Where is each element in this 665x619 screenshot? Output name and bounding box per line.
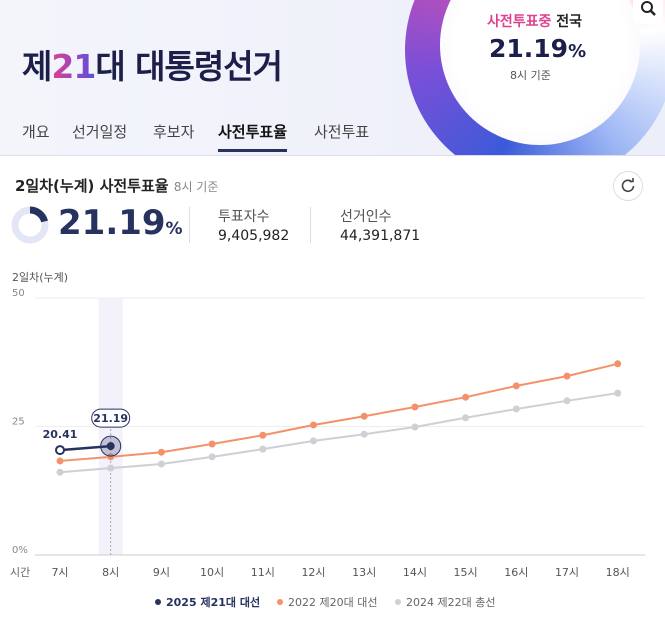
rate-donut — [11, 206, 49, 244]
summary-time: 8시 기준 — [173, 180, 219, 194]
x-tick-label: 16시 — [504, 566, 528, 579]
point — [462, 393, 470, 401]
point — [310, 437, 317, 445]
search-icon — [641, 1, 656, 16]
legend-label: 2025 제21대 대선 — [166, 595, 260, 609]
electors-value: 44,391,871 — [340, 228, 421, 244]
electors-label: 선거인수 — [340, 209, 392, 225]
point — [512, 405, 520, 413]
legend-label: 2024 제22대 총선 — [406, 596, 495, 609]
voters-value: 9,405,982 — [218, 228, 290, 244]
series-line — [59, 392, 618, 474]
rate-time: 8시 기준 — [510, 69, 551, 82]
x-tick-label: 12시 — [301, 566, 325, 579]
legend-label: 2022 제20대 대선 — [288, 596, 377, 609]
point — [208, 453, 216, 461]
chart: 0% 25 50 2일차(누계) 시간 7시 8시 9시 10시 11시 12시 13시 14시 15시 1… — [10, 270, 645, 609]
status-region: 전국 — [556, 14, 583, 30]
rate-value: 21.19 — [489, 34, 569, 63]
series-line — [59, 362, 618, 462]
point — [360, 412, 368, 420]
point — [259, 445, 267, 453]
y-tick-label: 50 — [12, 288, 25, 299]
x-tick-label: 17시 — [555, 566, 579, 579]
value-label-box — [91, 408, 131, 428]
title-part: 대 대통령선거 — [95, 47, 283, 86]
point — [411, 423, 419, 431]
point — [56, 468, 64, 476]
point — [157, 448, 165, 456]
point — [462, 414, 470, 422]
point — [411, 403, 419, 411]
point — [56, 457, 64, 465]
point — [512, 382, 520, 390]
summary-rate: 21.19% — [58, 203, 183, 243]
x-tick-label: 11시 — [251, 566, 275, 579]
divider — [310, 207, 311, 243]
title-part: 제 — [22, 47, 52, 86]
value-label: 20.41 — [43, 428, 78, 441]
x-tick-label: 8시 — [102, 566, 119, 579]
point — [208, 440, 216, 448]
tab[interactable]: 선거일정 — [72, 123, 128, 141]
x-tick-label: 18시 — [606, 566, 630, 579]
x-tick-label: 10시 — [200, 566, 224, 579]
tab[interactable]: 개요 — [22, 123, 50, 141]
divider — [189, 207, 190, 243]
value-label: 21.19 — [93, 412, 128, 425]
election-title: 제21대 대통령선거 — [22, 40, 283, 88]
legend-dot — [395, 599, 401, 605]
y-axis-label: 2일차(누계) — [12, 270, 68, 284]
summary-rate-value: 21.19 — [58, 203, 166, 243]
tab[interactable]: 사전투표율 — [218, 121, 288, 152]
point — [563, 397, 571, 405]
y-tick-label: 25 — [12, 417, 25, 428]
x-tick-label: 7시 — [51, 566, 68, 579]
donut-arc — [29, 206, 48, 223]
point — [563, 372, 571, 380]
point — [259, 431, 267, 439]
x-tick-label: 9시 — [153, 566, 170, 579]
summary-rate-unit: % — [165, 219, 183, 239]
title-number: 21 — [51, 47, 96, 86]
status: 사전투표중 전국 — [487, 11, 582, 31]
point — [106, 442, 115, 451]
tab[interactable]: 후보자 — [153, 123, 195, 141]
header: 제21대 대통령선거 사전투표중 전국 21.19% 8시 기준 개요 선거일정 후… — [0, 0, 665, 156]
legend-dot — [155, 599, 161, 605]
y-tick-label: 0% — [12, 545, 28, 556]
point — [107, 453, 115, 461]
legend-dot — [277, 599, 283, 605]
series-line — [59, 444, 111, 452]
point — [55, 445, 65, 456]
refresh-button[interactable] — [613, 171, 643, 201]
x-axis-label: 시간 — [10, 566, 30, 579]
point — [107, 464, 115, 472]
summary-title: 2일차(누계) 사전투표율 8시 기준 — [15, 175, 218, 196]
point — [614, 389, 622, 397]
point — [310, 421, 317, 429]
point — [360, 430, 368, 438]
voters-label: 투표자수 — [218, 209, 270, 225]
status-highlight: 사전투표중 — [487, 14, 552, 30]
point — [157, 460, 165, 468]
x-tick-label: 13시 — [352, 566, 376, 579]
tab[interactable]: 사전투표 — [314, 123, 370, 141]
point — [614, 360, 622, 368]
summary-title-text: 2일차(누계) 사전투표율 — [15, 177, 169, 195]
refresh-icon — [621, 178, 635, 193]
header-rate: 21.19% — [489, 34, 586, 63]
search-button[interactable] — [633, 0, 663, 24]
x-tick-label: 15시 — [454, 566, 478, 579]
x-tick-label: 14시 — [403, 566, 427, 579]
rate-unit: % — [568, 41, 587, 62]
